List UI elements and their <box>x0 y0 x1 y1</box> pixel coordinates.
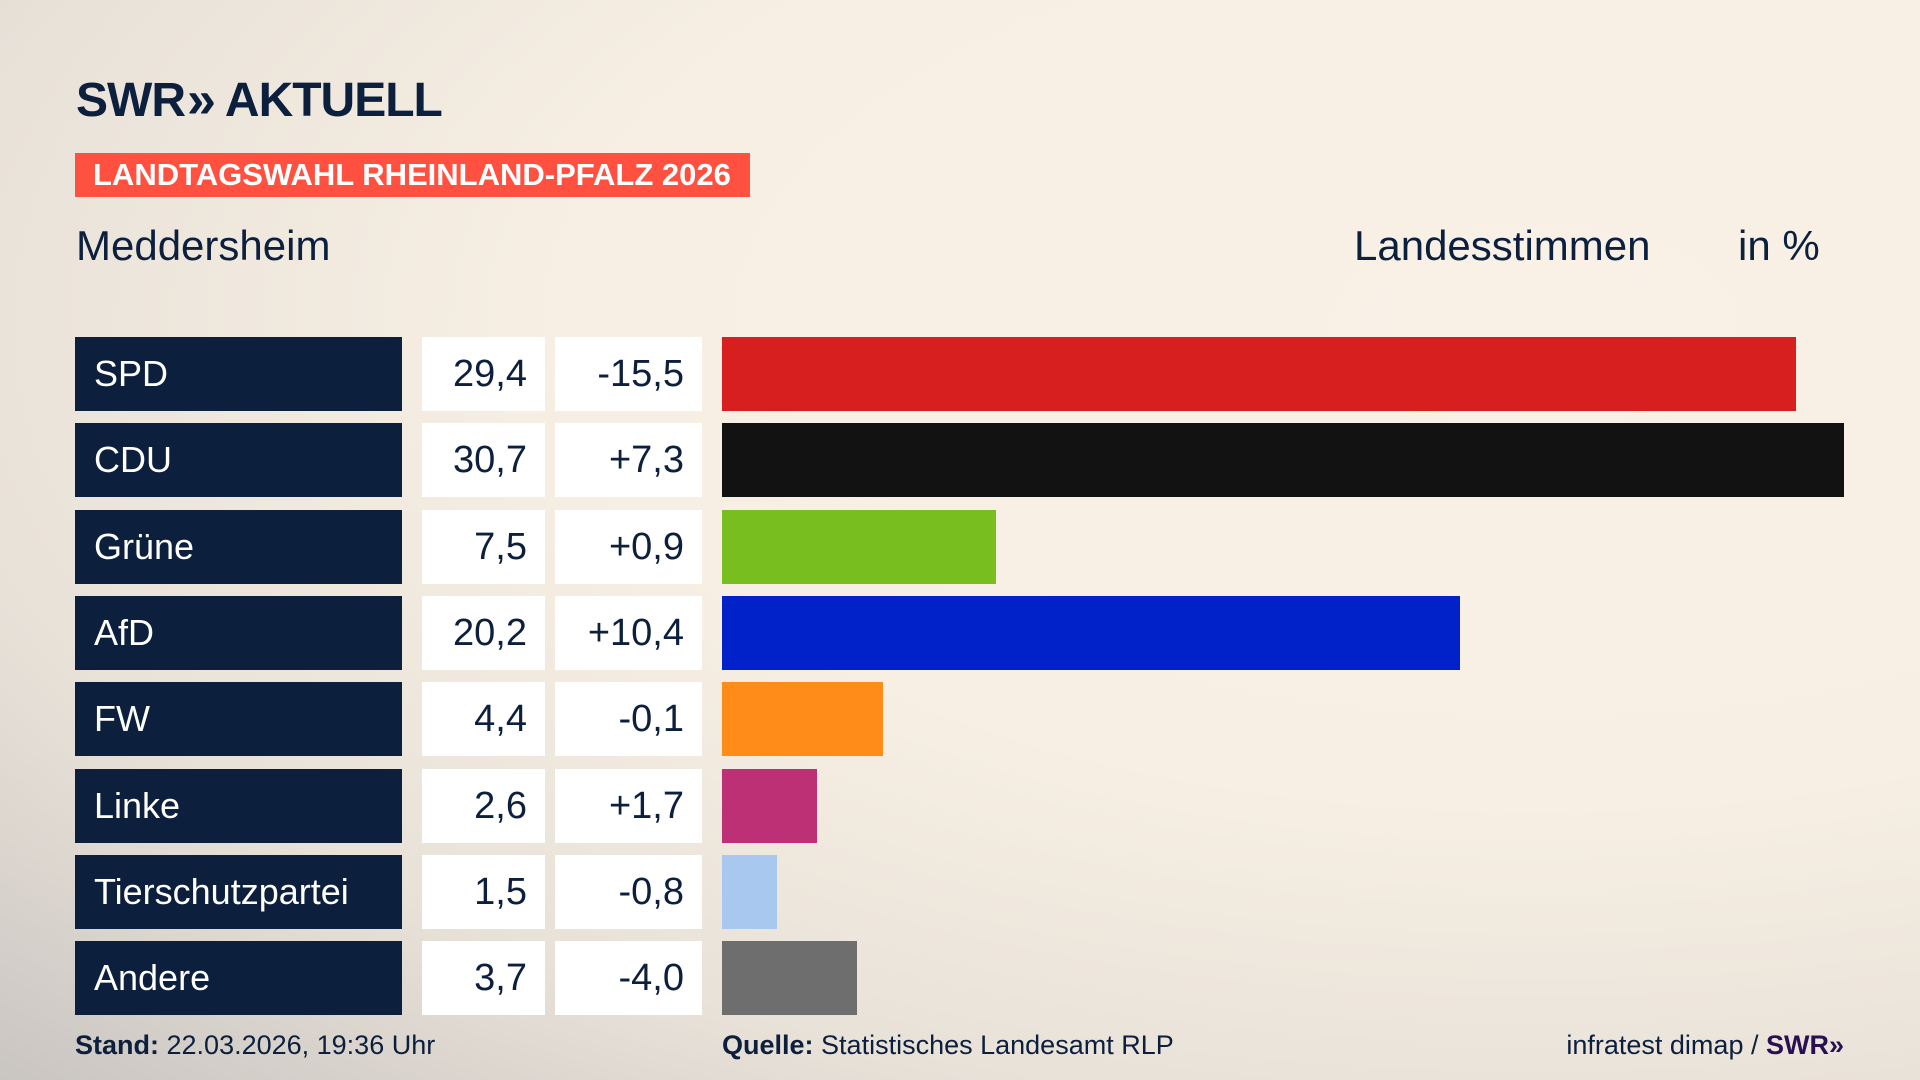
party-bar <box>722 337 1797 411</box>
stand-label: Stand: <box>75 1030 159 1060</box>
party-label: FW <box>75 682 402 757</box>
party-label: Andere <box>75 941 402 1016</box>
party-label: CDU <box>75 423 402 498</box>
party-value: 20,2 <box>422 595 545 670</box>
party-change: -0,8 <box>555 854 702 929</box>
party-value: 3,7 <box>422 941 545 1016</box>
party-row: SPD 29,4 -15,5 <box>0 337 1920 411</box>
party-change: +0,9 <box>555 509 702 584</box>
party-label: Grüne <box>75 509 402 584</box>
party-bar <box>722 595 1461 670</box>
metric-label: Landesstimmen <box>1354 222 1651 269</box>
chevrons-icon: » <box>186 71 216 129</box>
credit: infratest dimap / SWR» <box>1566 1030 1844 1061</box>
party-label: Tierschutzpartei <box>75 854 402 929</box>
party-value: 2,6 <box>422 768 545 843</box>
election-banner: LANDTAGSWAHL RHEINLAND-PFALZ 2026 <box>75 153 750 197</box>
swr-logo-small: SWR» <box>1765 1030 1844 1060</box>
logo-swr: SWR <box>76 73 186 127</box>
party-row: Tierschutzpartei 1,5 -0,8 <box>0 854 1920 929</box>
source-label: Quelle: <box>722 1030 814 1060</box>
logo-aktuell: AKTUELL <box>224 73 443 127</box>
party-row: Andere 3,7 -4,0 <box>0 941 1920 1016</box>
party-value: 1,5 <box>422 854 545 929</box>
source-value: Statistisches Landesamt RLP <box>821 1030 1174 1060</box>
party-bar <box>722 941 858 1016</box>
party-change: -4,0 <box>555 941 702 1016</box>
party-label: SPD <box>75 337 402 411</box>
party-row: Grüne 7,5 +0,9 <box>0 509 1920 584</box>
party-value: 30,7 <box>422 423 545 498</box>
party-bar <box>722 509 997 584</box>
party-row: Linke 2,6 +1,7 <box>0 768 1920 843</box>
source: Quelle: Statistisches Landesamt RLP <box>722 1030 1174 1061</box>
party-change: -0,1 <box>555 682 702 757</box>
party-row: FW 4,4 -0,1 <box>0 682 1920 757</box>
party-change: +7,3 <box>555 423 702 498</box>
party-value: 4,4 <box>422 682 545 757</box>
party-label: Linke <box>75 768 402 843</box>
place-title: Meddersheim <box>76 222 331 269</box>
party-change: -15,5 <box>555 337 702 411</box>
unit-label: in % <box>1738 222 1820 269</box>
swr-aktuell-logo: SWR » AKTUELL <box>76 70 443 130</box>
party-bar <box>722 768 818 843</box>
party-bar <box>722 423 1844 498</box>
party-bar <box>722 854 777 929</box>
party-row: CDU 30,7 +7,3 <box>0 423 1920 498</box>
party-value: 29,4 <box>422 337 545 411</box>
party-bar <box>722 682 883 757</box>
party-value: 7,5 <box>422 509 545 584</box>
party-label: AfD <box>75 595 402 670</box>
party-change: +10,4 <box>555 595 702 670</box>
stand: Stand: 22.03.2026, 19:36 Uhr <box>75 1030 435 1061</box>
party-change: +1,7 <box>555 768 702 843</box>
stand-value: 22.03.2026, 19:36 Uhr <box>166 1030 436 1060</box>
credit-text: infratest dimap / <box>1566 1030 1759 1060</box>
party-row: AfD 20,2 +10,4 <box>0 595 1920 670</box>
